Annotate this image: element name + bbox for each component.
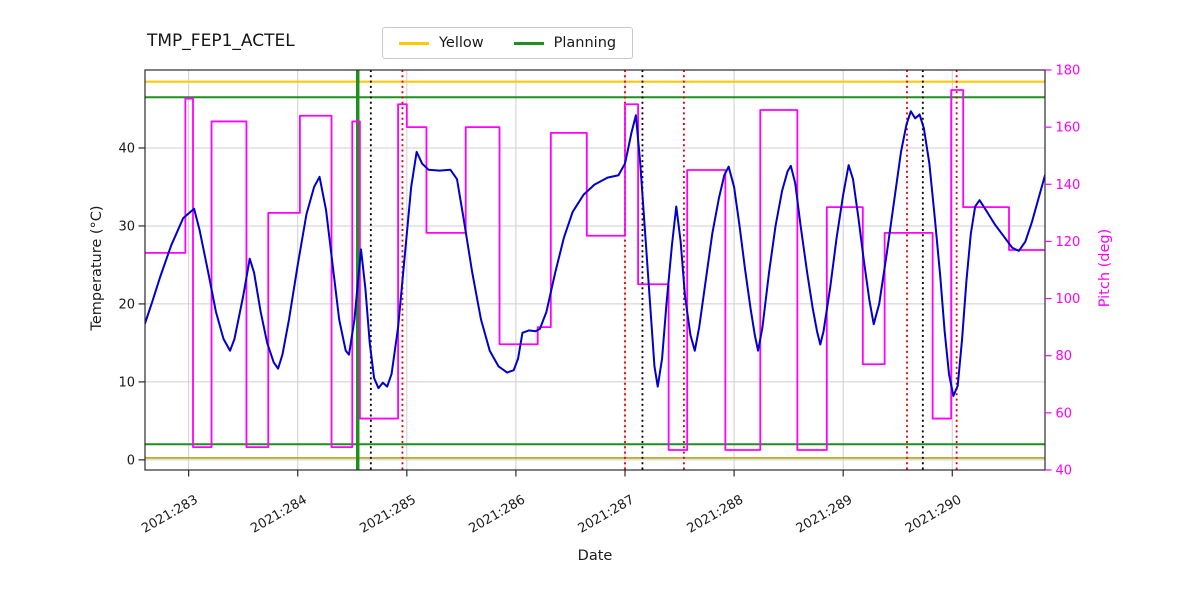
x-tick-label: 2021:286	[466, 492, 527, 536]
x-tick-label: 2021:283	[139, 492, 200, 536]
left-y-axis-label: Temperature (°C)	[89, 205, 105, 331]
right-tick-label: 80	[1056, 349, 1073, 364]
x-tick-label: 2021:290	[903, 492, 964, 536]
right-tick-label: 160	[1056, 121, 1081, 136]
x-tick-label: 2021:285	[357, 492, 418, 536]
right-tick-label: 140	[1056, 178, 1081, 193]
legend-item-yellow: Yellow	[399, 35, 484, 51]
axis-ticks: 0 10 20 30 40 40 60 80 100 120 140 160 180 2021:283 20…	[118, 64, 1080, 537]
legend-item-planning: Planning	[513, 35, 617, 51]
grid	[145, 70, 1045, 470]
right-y-axis-label: Pitch (deg)	[1097, 228, 1113, 308]
x-tick-label: 2021:289	[794, 492, 855, 536]
yellow-line-swatch	[399, 41, 429, 45]
right-tick-label: 180	[1056, 64, 1081, 79]
x-tick-label: 2021:284	[248, 492, 309, 536]
right-tick-label: 40	[1056, 464, 1073, 479]
left-tick-label: 30	[118, 219, 135, 234]
limit-lines	[145, 80, 1045, 459]
x-tick-label: 2021:288	[685, 492, 746, 536]
series	[145, 89, 1045, 451]
legend-label-planning: Planning	[553, 35, 617, 51]
right-tick-label: 120	[1056, 235, 1081, 250]
left-tick-label: 40	[118, 141, 135, 156]
legend: Yellow Planning	[382, 27, 634, 59]
pitch-series	[145, 89, 1045, 451]
right-tick-label: 60	[1056, 406, 1073, 421]
marker-lines	[355, 70, 958, 470]
x-tick-label: 2021:287	[576, 492, 637, 536]
left-tick-label: 20	[118, 297, 135, 312]
plot-frame	[144, 69, 1046, 471]
left-tick-label: 10	[118, 375, 135, 390]
right-tick-label: 100	[1056, 292, 1081, 307]
x-axis-label: Date	[577, 548, 613, 564]
temperature-series	[145, 110, 1045, 397]
left-tick-label: 0	[127, 453, 135, 468]
legend-label-yellow: Yellow	[439, 35, 484, 51]
planning-line-swatch	[513, 41, 544, 45]
chart-title: TMP_FEP1_ACTEL	[147, 31, 295, 51]
